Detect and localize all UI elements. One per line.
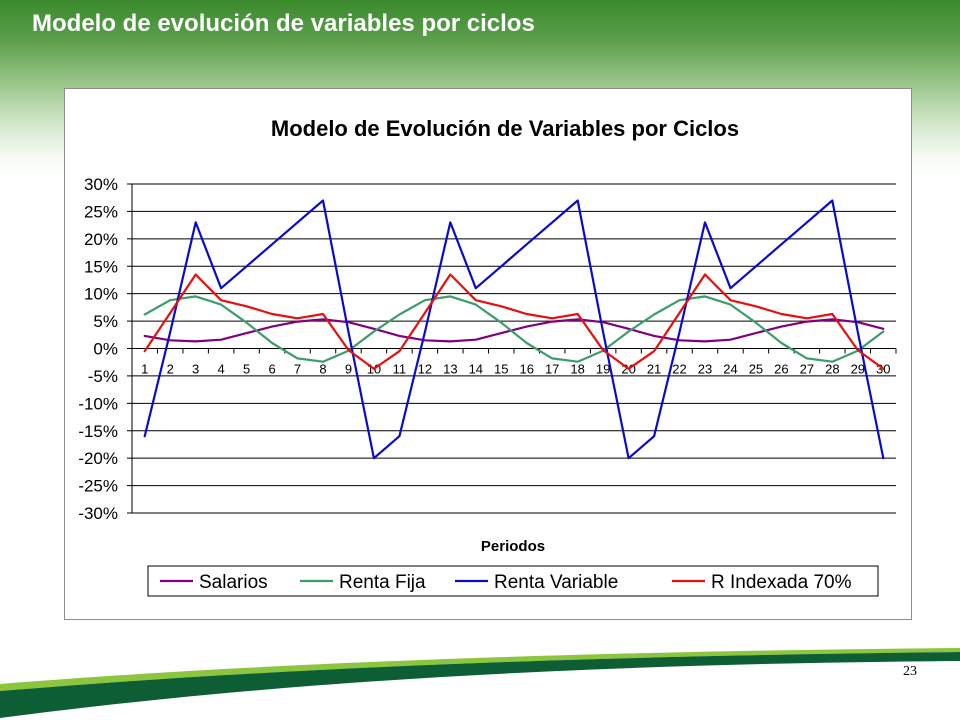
y-axis-tick-labels: 30% 25% 20% 15% 10% 5% 0% -5% -10% -15% -20% -25% -3…	[78, 175, 118, 523]
legend-box	[147, 565, 879, 597]
chart-title: Modelo de Evolución de Variables por Cic…	[271, 116, 739, 141]
x-tick-label: 18	[570, 362, 584, 377]
x-tick-label: 22	[672, 362, 686, 377]
y-tick-label: 30%	[84, 175, 118, 194]
legend-label-renta-fija: Renta Fija	[339, 572, 426, 593]
x-tick-label: 4	[218, 362, 225, 377]
series-line-renta-fija	[143, 295, 885, 363]
legend-label-r-indexada-70: R Indexada 70%	[711, 572, 852, 593]
page-number: 23	[903, 664, 917, 679]
legend: Salarios Renta Fija Renta Variable R Indexa…	[147, 565, 879, 597]
legend-label-salarios: Salarios	[199, 572, 268, 593]
x-tick-label: 24	[723, 362, 737, 377]
x-tick-label: 12	[418, 362, 432, 377]
x-tick-label: 11	[393, 362, 407, 377]
y-tick-label: -5%	[88, 367, 118, 386]
x-tick-label: 9	[345, 362, 352, 377]
x-tick-label: 13	[443, 362, 457, 377]
series-line-r-indexada-70	[143, 273, 885, 370]
series-line-renta-variable	[143, 199, 885, 460]
x-tick-label: 7	[294, 362, 301, 377]
y-tick-label: 5%	[93, 312, 118, 331]
x-tick-label: 23	[698, 362, 712, 377]
series-lines	[143, 199, 885, 460]
x-axis-title: Periodos	[481, 538, 545, 555]
y-tick-label: 10%	[84, 285, 118, 304]
x-tick-label: 17	[545, 362, 559, 377]
swoosh-dark-band	[0, 652, 960, 718]
x-tick-label: 2	[167, 362, 174, 377]
x-tick-label: 27	[800, 362, 814, 377]
y-tick-label: -15%	[78, 422, 118, 441]
x-tick-label: 8	[319, 362, 326, 377]
x-tick-label: 5	[243, 362, 250, 377]
y-tick-label: -10%	[78, 394, 118, 413]
x-tick-label: 15	[494, 362, 508, 377]
gridlines	[132, 183, 896, 514]
x-tick-label: 19	[596, 362, 610, 377]
x-tick-label: 21	[647, 362, 661, 377]
y-tick-label: -25%	[78, 477, 118, 496]
y-tick-label: 0%	[93, 340, 118, 359]
y-tick-label: -30%	[78, 504, 118, 523]
slide-title: Modelo de evolución de variables por cic…	[32, 10, 535, 37]
legend-label-renta-variable: Renta Variable	[494, 572, 618, 593]
x-tick-label: 14	[469, 362, 483, 377]
chart-area	[64, 88, 912, 620]
x-tick-label: 1	[141, 362, 148, 377]
x-tick-label: 25	[749, 362, 763, 377]
swoosh-light-stripe	[0, 648, 960, 691]
footer-swoosh	[0, 648, 960, 718]
x-tick-label: 28	[825, 362, 839, 377]
y-tick-label: 15%	[84, 257, 118, 276]
axes	[127, 183, 897, 514]
y-tick-label: -20%	[78, 449, 118, 468]
series-line-salarios	[143, 318, 885, 343]
x-tick-label: 16	[519, 362, 533, 377]
x-tick-label: 26	[774, 362, 788, 377]
x-axis-tick-labels: 1 2 3 4 5 6 7 8 9 10 11 12 13 14 15 16 17 18 19 20 21 22 23 24 2…	[141, 362, 890, 377]
y-tick-label: 20%	[84, 230, 118, 249]
line-chart: Modelo de Evolución de Variables por Cic…	[64, 88, 912, 620]
y-tick-label: 25%	[84, 202, 118, 221]
x-tick-label: 29	[851, 362, 865, 377]
x-tick-label: 3	[192, 362, 199, 377]
x-tick-label: 6	[268, 362, 275, 377]
